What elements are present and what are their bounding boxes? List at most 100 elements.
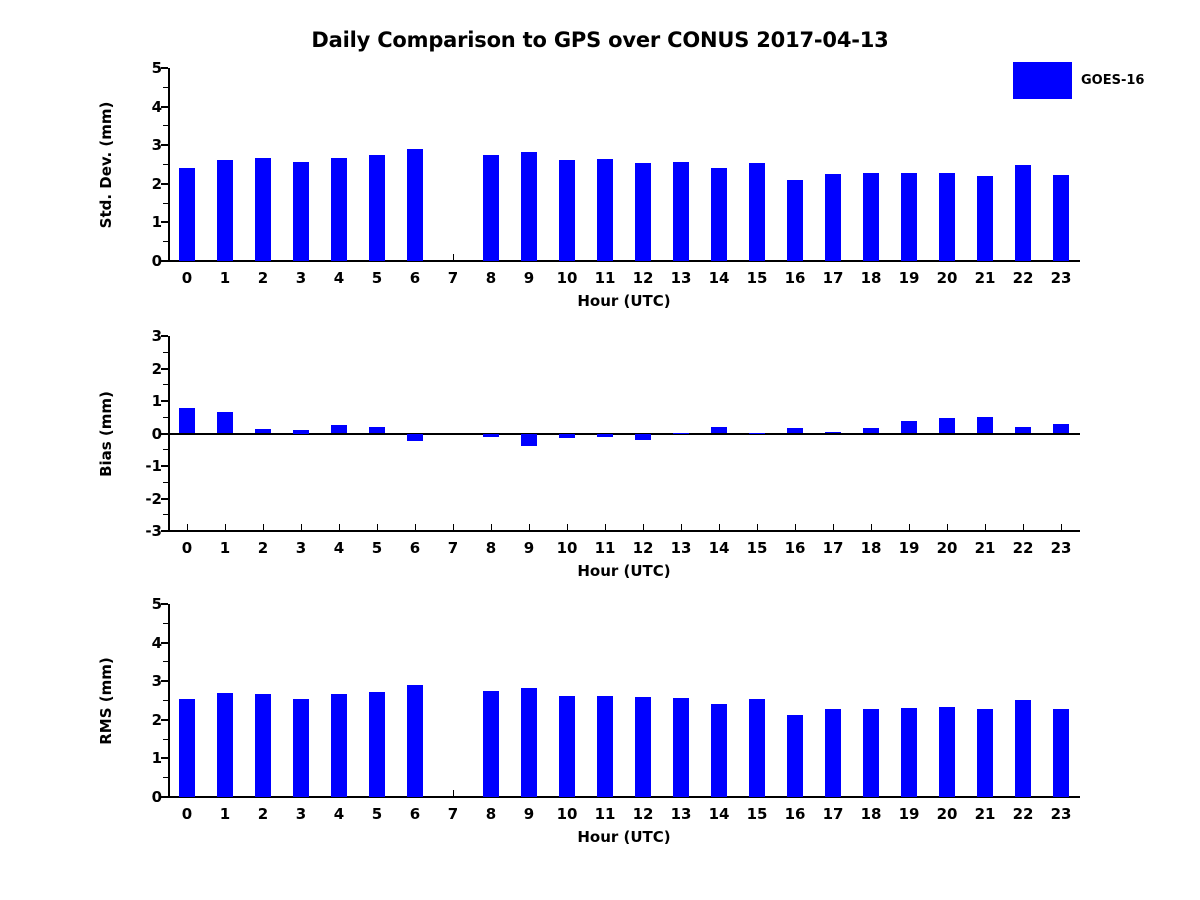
x-tick-label-rms: 8 (485, 805, 497, 823)
y-axis-title-bias: Bias (mm) (97, 390, 115, 477)
x-tick-label-bias: 16 (784, 539, 806, 557)
bar-std-dev (825, 173, 841, 261)
x-tick-rms (453, 790, 454, 797)
bar-std-dev (1053, 174, 1069, 261)
x-axis-title-std-dev: Hour (UTC) (577, 292, 671, 310)
y-tick-label-rms: 1 (151, 749, 162, 768)
bar-bias (331, 424, 347, 434)
y-tick-label-rms: 3 (151, 672, 162, 691)
x-tick-label-std-dev: 17 (822, 269, 844, 287)
x-tick-bias (795, 524, 796, 531)
bar-bias (1053, 424, 1069, 434)
x-tick-label-std-dev: 5 (371, 269, 383, 287)
x-tick-label-std-dev: 18 (860, 269, 882, 287)
y-minor-tick-bias (163, 384, 168, 386)
y-axis-line-std-dev (168, 68, 170, 261)
y-minor-tick-bias (163, 481, 168, 483)
x-tick-label-bias: 21 (974, 539, 996, 557)
x-tick-bias (719, 524, 720, 531)
x-tick-label-bias: 11 (594, 539, 616, 557)
x-tick-label-rms: 0 (181, 805, 193, 823)
bar-bias (293, 430, 309, 434)
x-tick-label-std-dev: 14 (708, 269, 730, 287)
y-axis-title-std-dev: Std. Dev. (mm) (97, 101, 115, 228)
bar-rms (711, 703, 727, 797)
x-tick-label-rms: 7 (447, 805, 459, 823)
x-axis-line-bias (168, 432, 1080, 435)
bar-rms (1015, 700, 1031, 797)
x-tick-label-std-dev: 3 (295, 269, 307, 287)
bar-bias (635, 433, 651, 440)
x-tick-label-std-dev: 9 (523, 269, 535, 287)
y-tick-label-rms: 4 (151, 633, 162, 652)
x-tick-bias (377, 524, 378, 531)
bar-rms (825, 709, 841, 797)
bar-bias (179, 408, 195, 434)
y-minor-tick-std-dev (163, 241, 168, 243)
y-tick-bias (161, 465, 168, 467)
x-tick-label-std-dev: 8 (485, 269, 497, 287)
bar-bias (369, 427, 385, 434)
bar-std-dev (749, 162, 765, 261)
x-axis-bottom-spine-bias (168, 530, 1080, 532)
y-tick-rms (161, 680, 168, 683)
y-tick-std-dev (161, 67, 168, 69)
bar-rms (217, 692, 233, 797)
y-tick-std-dev (161, 260, 168, 262)
y-tick-label-std-dev: 1 (151, 213, 162, 232)
x-tick-label-bias: 10 (556, 539, 578, 557)
y-minor-tick-std-dev (163, 164, 168, 165)
x-tick-label-rms: 1 (219, 805, 231, 823)
x-tick-label-rms: 17 (822, 805, 844, 823)
x-tick-label-bias: 5 (371, 539, 383, 557)
x-axis-line-std-dev (168, 260, 1080, 262)
x-tick-label-rms: 15 (746, 805, 768, 823)
x-tick-label-std-dev: 19 (898, 269, 920, 287)
x-tick-label-bias: 3 (295, 539, 307, 557)
y-minor-tick-std-dev (163, 86, 168, 88)
y-minor-tick-bias (163, 351, 168, 353)
plot-area-std-dev: 0 1 2 3 4 5 0 1 2 3 4 5 6 7 8 9 10 11 12 13 14 15 16 17 18 19 20 21… (97, 59, 1080, 310)
x-tick-bias (947, 524, 948, 531)
x-tick-label-rms: 3 (295, 805, 307, 823)
bar-rms (407, 684, 423, 797)
bar-rms (483, 690, 499, 797)
bar-std-dev (407, 148, 423, 261)
bar-std-dev (977, 176, 993, 261)
y-axis-line-rms (168, 604, 170, 797)
bar-rms (369, 691, 385, 797)
y-minor-tick-std-dev (163, 202, 168, 204)
x-tick-bias (833, 524, 834, 531)
y-minor-tick-rms (163, 700, 168, 701)
bar-rms (939, 706, 955, 797)
legend: GOES-16 (1013, 62, 1144, 99)
x-tick-label-bias: 19 (898, 539, 920, 557)
bar-std-dev (255, 157, 271, 261)
subplot-bias: -3 -2 -1 0 1 2 3 0 1 2 3 4 5 6 7 8 9 10 11 12 13 14 15 16 17 18 19… (97, 327, 1080, 580)
y-minor-tick-std-dev (163, 125, 168, 127)
y-tick-bias (161, 335, 168, 337)
x-tick-bias (605, 524, 606, 531)
y-tick-label-bias: -3 (145, 522, 162, 540)
y-tick-label-bias: 1 (151, 392, 162, 410)
y-tick-label-bias: 2 (151, 359, 162, 378)
bar-bias (255, 429, 271, 434)
bar-std-dev (673, 162, 689, 261)
y-tick-bias (161, 367, 168, 370)
y-tick-std-dev (161, 105, 168, 108)
y-minor-tick-rms (163, 661, 168, 663)
bar-rms (521, 687, 537, 797)
y-tick-std-dev (161, 221, 168, 224)
x-tick-bias (871, 524, 872, 531)
bar-rms (635, 697, 651, 797)
bar-std-dev (711, 167, 727, 261)
x-tick-label-std-dev: 20 (936, 269, 958, 287)
x-tick-label-bias: 13 (670, 539, 692, 557)
bar-std-dev (293, 162, 309, 261)
x-tick-label-bias: 9 (523, 539, 535, 557)
y-tick-label-bias: -2 (145, 489, 162, 508)
x-tick-label-rms: 18 (860, 805, 882, 823)
bar-std-dev (217, 160, 233, 261)
bar-bias (863, 427, 879, 434)
x-tick-label-rms: 2 (257, 805, 269, 823)
